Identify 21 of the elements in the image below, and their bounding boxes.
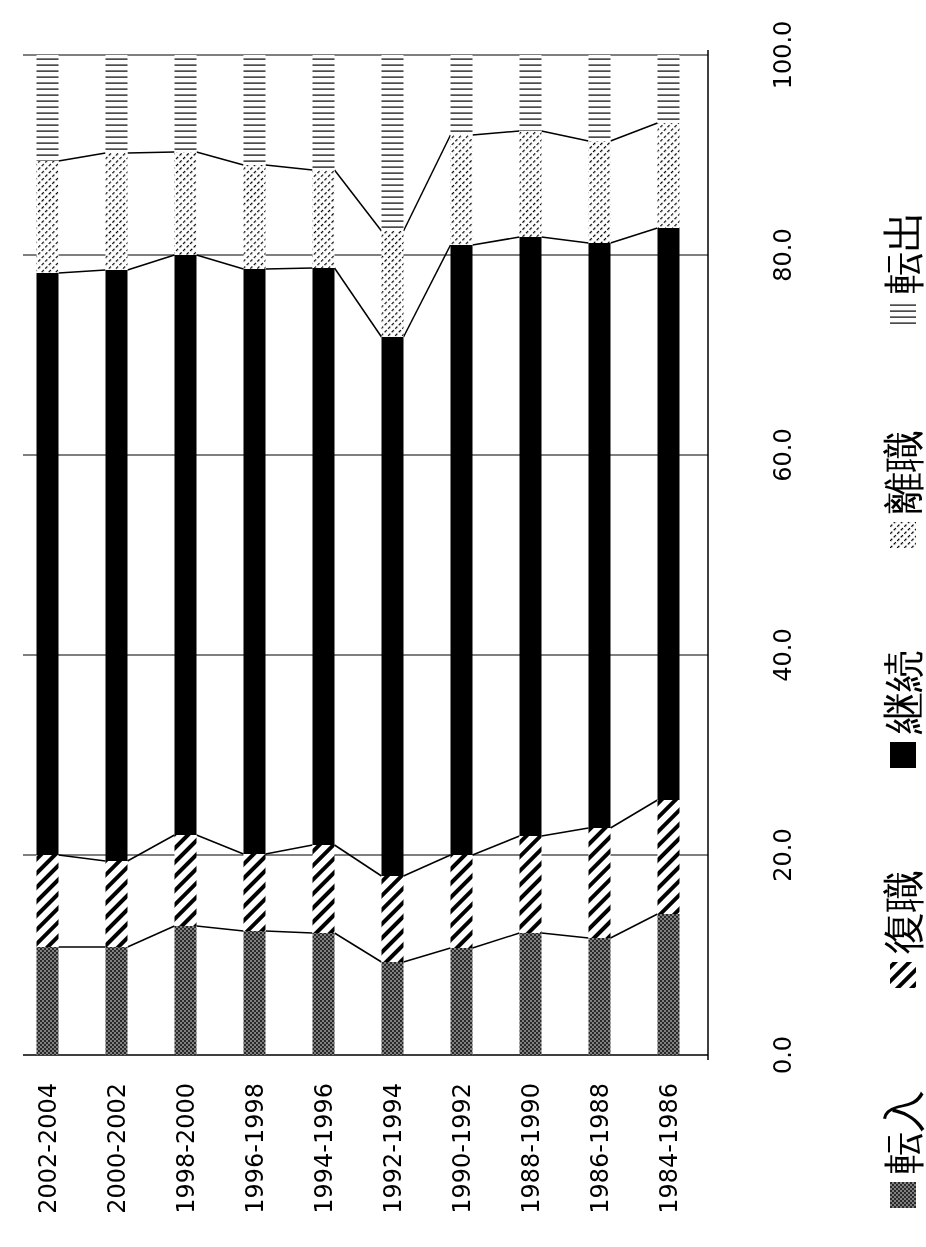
- x-tick-label: 2000-2002: [102, 1083, 131, 1214]
- x-tick-label: 1994-1996: [309, 1083, 338, 1214]
- x-tick-label: 1998-2000: [171, 1083, 200, 1214]
- x-tick-label: 1992-1994: [378, 1083, 407, 1214]
- text: 離職: [879, 430, 926, 514]
- x-tick-label: 1984-1986: [654, 1083, 683, 1214]
- text: 復職: [879, 870, 926, 954]
- text: 転入: [879, 1090, 926, 1174]
- y-tick-label: 40.0: [769, 628, 798, 682]
- text: 転出: [879, 210, 926, 294]
- x-tick-label: 1988-1990: [516, 1083, 545, 1214]
- x-tick-label: 1990-1992: [447, 1083, 476, 1214]
- x-tick-label: 1986-1988: [585, 1083, 614, 1214]
- text: 継続: [879, 650, 926, 735]
- y-tick-label: 100.0: [769, 20, 798, 90]
- y-tick-label: 60.0: [769, 428, 798, 482]
- x-tick-label: 1996-1998: [240, 1083, 269, 1214]
- y-tick-label: 0.0: [769, 1035, 798, 1075]
- y-tick-label: 20.0: [769, 828, 798, 882]
- x-tick-label: 2002-2004: [33, 1083, 62, 1214]
- y-tick-label: 80.0: [769, 228, 798, 282]
